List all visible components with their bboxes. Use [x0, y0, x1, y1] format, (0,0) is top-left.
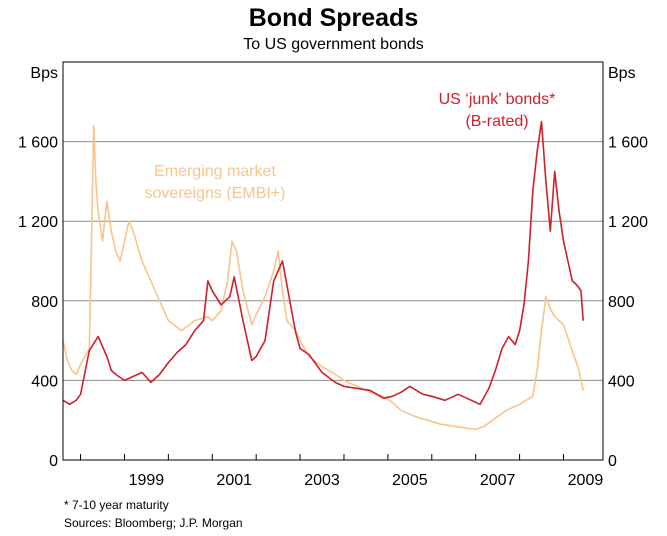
chart-subtitle: To US government bonds: [243, 36, 424, 53]
series-labels: US ‘junk’ bonds* (B-rated) Emerging market…: [145, 91, 556, 202]
xtick-label-2003: 2003: [304, 472, 340, 489]
ytick-right-1600: 1 600: [608, 135, 648, 152]
series-label-junk-line-0: US ‘junk’ bonds*: [439, 91, 556, 108]
xtick-label-1999: 1999: [129, 472, 165, 489]
ytick-right-0: 0: [608, 453, 617, 470]
xtick-label-2005: 2005: [392, 472, 428, 489]
ytick-right-1200: 1 200: [608, 214, 648, 231]
series-line-embi: [62, 124, 584, 431]
y-unit-right: Bps: [608, 65, 636, 82]
series-layer: [62, 120, 584, 431]
ytick-right-400: 400: [608, 373, 635, 390]
ytick-right-800: 800: [608, 294, 635, 311]
ytick-left-0: 0: [49, 453, 58, 470]
series-line-us-junk-bonds: [62, 120, 584, 406]
ytick-left-400: 400: [31, 373, 58, 390]
xtick-label-2007: 2007: [480, 472, 516, 489]
xtick-label-2001: 2001: [216, 472, 252, 489]
y-ticks: 0 0 400 400 800 800 1 200 1 200 1 600 1 600: [18, 135, 648, 470]
ytick-left-1200: 1 200: [18, 214, 58, 231]
ytick-left-1600: 1 600: [18, 135, 58, 152]
gridlines: [63, 141, 603, 381]
plot-frame: [62, 61, 604, 461]
sources-note: Sources: Bloomberg; J.P. Morgan: [64, 516, 243, 530]
chart-title: Bond Spreads: [248, 4, 419, 32]
y-unit-left: Bps: [30, 65, 58, 82]
series-label-embi-line-0: Emerging market: [154, 163, 276, 180]
series-label-embi-line-1: sovereigns (EMBI+): [145, 185, 286, 202]
chart-svg: 1999 2001 2003 2005 2007 2009 0 0 400 400 800 800 1…: [18, 61, 648, 489]
footnote: * 7-10 year maturity: [64, 498, 169, 512]
x-ticks: 1999 2001 2003 2005 2007 2009: [80, 454, 604, 489]
series-label-junk-line-1: (B-rated): [465, 113, 528, 130]
xtick-label-2009: 2009: [568, 472, 604, 489]
ytick-left-800: 800: [31, 294, 58, 311]
